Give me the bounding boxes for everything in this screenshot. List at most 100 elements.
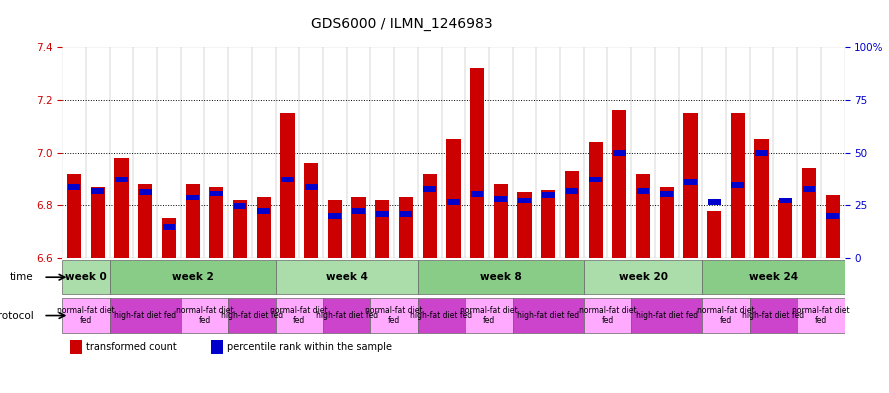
FancyBboxPatch shape [631,298,702,333]
Bar [560,47,584,258]
FancyBboxPatch shape [228,298,276,333]
Bar [234,203,246,209]
Text: high-fat diet fed: high-fat diet fed [114,311,176,320]
Bar [204,47,228,258]
Bar [157,47,180,258]
Bar [613,150,626,156]
Text: protocol: protocol [0,310,34,321]
Bar [209,187,223,258]
Bar [68,184,81,190]
Bar [797,47,821,258]
Bar [684,113,698,258]
FancyBboxPatch shape [749,298,797,333]
Bar [541,193,555,198]
Bar [92,189,104,194]
Bar [565,189,579,194]
Bar [613,110,627,258]
Bar [328,213,341,219]
Bar [67,174,81,258]
Bar [418,47,442,258]
Bar [446,140,461,258]
Bar [470,191,484,197]
FancyBboxPatch shape [62,298,109,333]
Text: week 8: week 8 [480,272,522,282]
Bar [584,47,607,258]
Text: time: time [10,272,34,282]
FancyBboxPatch shape [465,298,513,333]
Text: normal-fat diet
fed: normal-fat diet fed [697,306,755,325]
Bar [351,197,365,258]
FancyBboxPatch shape [371,298,418,333]
FancyBboxPatch shape [323,298,371,333]
FancyBboxPatch shape [702,298,749,333]
Bar [399,211,412,217]
Bar [708,199,721,205]
Bar [541,189,556,258]
Bar [773,47,797,258]
Bar [821,47,845,258]
Bar [70,340,82,354]
Bar [493,184,508,258]
Bar [637,189,650,194]
Bar [607,47,631,258]
Bar [304,163,318,258]
Bar [133,47,157,258]
FancyBboxPatch shape [584,298,631,333]
FancyBboxPatch shape [797,298,845,333]
Bar [211,340,222,354]
Bar [803,186,815,192]
Bar [589,142,603,258]
Bar [518,198,531,204]
FancyBboxPatch shape [513,298,584,333]
Text: high-fat diet fed: high-fat diet fed [742,311,805,320]
Text: normal-fat diet
fed: normal-fat diet fed [270,306,328,325]
Text: high-fat diet fed: high-fat diet fed [316,311,378,320]
Bar [280,113,294,258]
Bar [305,184,317,190]
Bar [678,47,702,258]
Bar [732,182,744,188]
FancyBboxPatch shape [62,260,109,294]
Bar [375,200,389,258]
Bar [470,68,485,258]
Bar [447,199,460,205]
Bar [513,47,536,258]
Bar [536,47,560,258]
Bar [779,198,792,204]
Bar [257,208,270,214]
Text: normal-fat diet
fed: normal-fat diet fed [57,306,115,325]
Bar [802,169,816,258]
Bar [109,47,133,258]
Bar [323,47,347,258]
Text: normal-fat diet
fed: normal-fat diet fed [792,306,850,325]
Bar [115,176,128,182]
FancyBboxPatch shape [276,298,323,333]
Text: normal-fat diet
fed: normal-fat diet fed [461,306,517,325]
Bar [371,47,394,258]
Text: transformed count: transformed count [85,342,176,352]
Text: normal-fat diet
fed: normal-fat diet fed [365,306,423,325]
FancyBboxPatch shape [109,298,180,333]
Bar [731,113,745,258]
Bar [755,150,768,156]
Bar [139,189,152,195]
Bar [163,224,175,230]
Bar [394,47,418,258]
Bar [210,191,223,196]
Text: week 0: week 0 [65,272,107,282]
FancyBboxPatch shape [418,298,465,333]
Bar [565,171,579,258]
Bar [252,47,276,258]
Bar [684,179,697,185]
Bar [826,195,840,258]
Bar [180,47,204,258]
Bar [233,200,247,258]
Bar [328,200,342,258]
FancyBboxPatch shape [109,260,276,294]
Bar [702,47,726,258]
Bar [755,140,769,258]
Text: high-fat diet fed: high-fat diet fed [636,311,698,320]
Bar [300,47,323,258]
Text: normal-fat diet
fed: normal-fat diet fed [579,306,637,325]
Bar [276,47,300,258]
